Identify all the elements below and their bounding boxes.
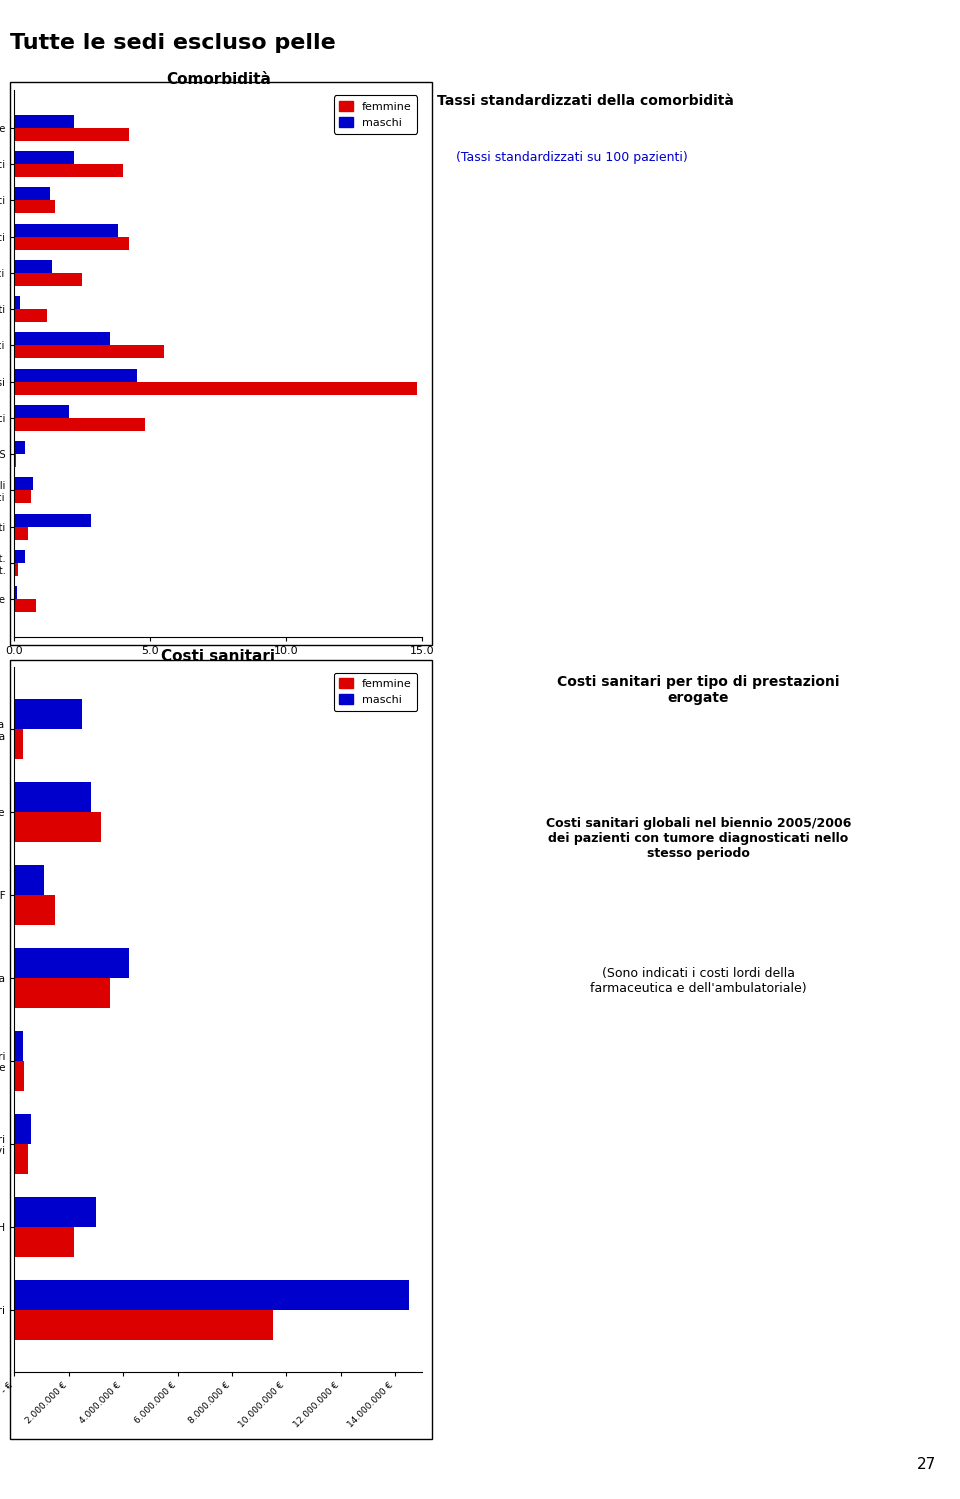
Bar [14,1310,273,1340]
Bar [14,947,129,977]
Legend: femmine, maschi: femmine, maschi [334,96,417,133]
Bar [14,309,47,322]
Title: Comorbidità: Comorbidità [166,72,271,87]
Bar [14,201,55,213]
Bar [14,187,50,201]
Text: Tassi standardizzati della comorbidità: Tassi standardizzati della comorbidità [437,94,733,108]
Bar [14,127,129,141]
Bar [14,586,17,600]
Bar [14,259,53,273]
Bar [14,163,123,177]
Bar [14,333,109,345]
Text: 27: 27 [917,1457,936,1472]
Bar [14,405,69,418]
Bar [14,237,129,250]
Bar [14,223,118,237]
Bar [14,418,145,430]
Bar [14,564,18,576]
Bar [14,477,34,490]
Legend: femmine, maschi: femmine, maschi [334,673,417,711]
Bar [14,151,74,163]
Text: Costi sanitari per tipo di prestazioni
erogate: Costi sanitari per tipo di prestazioni e… [557,675,840,705]
Bar [14,345,164,358]
Bar [14,550,25,564]
Text: (Tassi standardizzati su 100 pazienti): (Tassi standardizzati su 100 pazienti) [456,151,687,165]
Bar [14,895,55,925]
Bar [14,1280,409,1310]
Text: (Sono indicati i costi lordi della
farmaceutica e dell'ambulatoriale): (Sono indicati i costi lordi della farma… [590,967,806,995]
Bar [14,441,25,454]
Bar [14,1226,74,1256]
Bar [14,514,90,526]
Bar [14,1114,31,1144]
Bar [14,273,83,286]
Bar [14,382,417,394]
Bar [14,297,20,309]
Bar [14,600,36,612]
Bar [14,865,44,895]
Bar [14,782,90,812]
Bar [14,977,109,1007]
Text: Tutte le sedi escluso pelle: Tutte le sedi escluso pelle [10,33,335,52]
Bar [14,526,28,540]
Bar [14,729,23,758]
Bar [14,369,136,382]
Bar [14,1144,28,1174]
Bar [14,1031,23,1061]
Bar [14,454,15,468]
Bar [14,812,102,842]
Bar [14,115,74,127]
Bar [14,1061,24,1091]
Bar [14,699,83,729]
Bar [14,1196,96,1226]
Title: Costi sanitari: Costi sanitari [161,649,276,664]
Bar [14,490,31,504]
Text: Costi sanitari globali nel biennio 2005/2006
dei pazienti con tumore diagnostica: Costi sanitari globali nel biennio 2005/… [545,817,852,860]
